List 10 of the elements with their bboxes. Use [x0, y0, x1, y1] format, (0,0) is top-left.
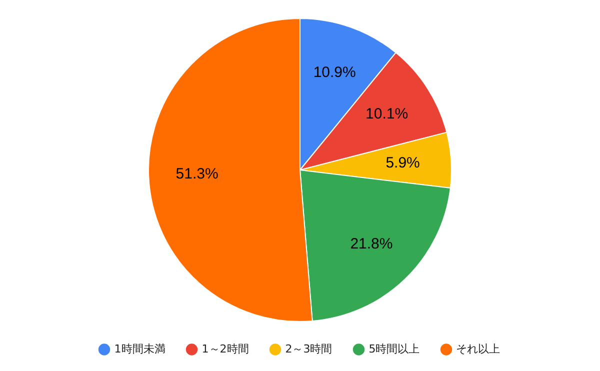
data-label: 10.9%	[313, 64, 356, 82]
legend-label: それ以上	[456, 342, 500, 356]
data-label: 10.1%	[366, 106, 408, 123]
data-label: 21.8%	[350, 235, 393, 252]
legend-label: 5時間以上	[368, 342, 420, 356]
data-label: 5.9%	[386, 154, 420, 172]
legend-label: 1～2時間	[202, 342, 249, 356]
legend-label: 1時間未満	[114, 342, 166, 356]
data-label: 51.3%	[176, 165, 218, 182]
legend-label: 2～3時間	[285, 342, 332, 356]
